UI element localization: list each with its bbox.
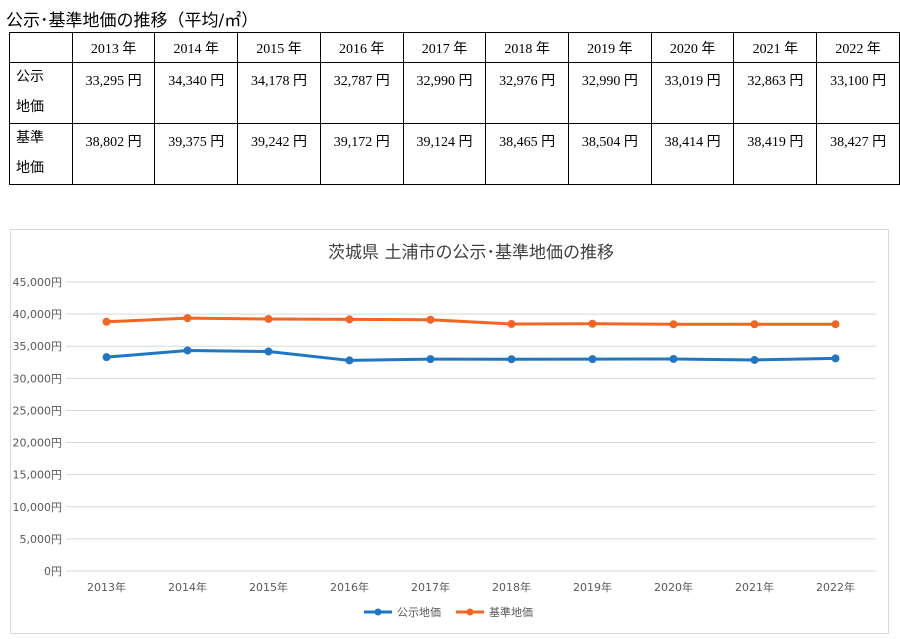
data-point bbox=[588, 319, 597, 328]
data-point bbox=[426, 315, 435, 324]
y-tick-label: 15,000円 bbox=[13, 469, 63, 482]
legend-label: 基準地価 bbox=[489, 605, 533, 619]
data-point bbox=[831, 320, 840, 329]
row-label-line2: 地価 bbox=[16, 161, 44, 176]
y-tick-label: 20,000円 bbox=[13, 437, 63, 450]
legend-label: 公示地価 bbox=[397, 606, 441, 619]
y-tick-label: 5,000円 bbox=[20, 533, 63, 546]
table-cell: 39,124 円 bbox=[402, 123, 487, 185]
table-cell: 38,802 円 bbox=[71, 123, 156, 185]
y-tick-label: 0円 bbox=[44, 565, 62, 578]
table-cell: 33,100 円 bbox=[816, 62, 900, 124]
row-label-line2: 地価 bbox=[16, 100, 44, 115]
row-label-line1: 基準 bbox=[16, 131, 44, 146]
table-cell: 33,019 円 bbox=[650, 62, 735, 124]
year-header: 2017 年 bbox=[402, 32, 487, 63]
price-table: 2013 年 2014 年 2015 年 2016 年 2017 年 2018 … bbox=[9, 32, 900, 185]
table-cell: 32,990 円 bbox=[402, 62, 487, 124]
data-point bbox=[102, 317, 111, 326]
table-cell: 39,242 円 bbox=[237, 123, 321, 185]
data-point bbox=[507, 319, 516, 328]
data-point bbox=[750, 355, 759, 364]
series-line-1 bbox=[106, 348, 836, 362]
table-row-koji: 公示 地価 33,295 円 34,340 円 34,178 円 32,787 … bbox=[9, 62, 900, 124]
legend-swatch-marker bbox=[466, 608, 474, 616]
data-point bbox=[426, 355, 435, 364]
x-tick-label: 2014年 bbox=[168, 580, 207, 594]
table-corner-cell bbox=[9, 32, 73, 63]
table-cell: 39,172 円 bbox=[319, 123, 404, 185]
table-cell: 38,427 円 bbox=[816, 123, 900, 185]
table-cell: 32,787 円 bbox=[319, 62, 404, 124]
x-tick-label: 2020年 bbox=[654, 580, 693, 594]
y-tick-label: 35,000円 bbox=[13, 340, 63, 353]
data-point bbox=[183, 346, 192, 355]
y-tick-label: 30,000円 bbox=[13, 372, 63, 385]
table-cell: 32,990 円 bbox=[568, 62, 652, 124]
table-cell: 38,414 円 bbox=[650, 123, 735, 185]
y-tick-label: 25,000円 bbox=[13, 404, 63, 417]
data-point bbox=[831, 354, 840, 363]
year-header: 2013 年 bbox=[71, 32, 156, 63]
data-point bbox=[669, 320, 678, 329]
row-label-koji: 公示 地価 bbox=[9, 62, 73, 124]
table-cell: 34,178 円 bbox=[237, 62, 321, 124]
data-point bbox=[588, 355, 597, 364]
table-cell: 32,976 円 bbox=[485, 62, 570, 124]
table-cell: 39,375 円 bbox=[154, 123, 239, 185]
table-heading: 公示･基準地価の推移（平均/㎡） bbox=[6, 11, 259, 31]
x-tick-label: 2015年 bbox=[249, 580, 288, 594]
table-cell: 38,504 円 bbox=[568, 123, 652, 185]
chart-frame: 茨城県 土浦市の公示･基準地価の推移 0円 5,000円 10,000円 15,000円… bbox=[10, 229, 889, 634]
x-tick-label: 2017年 bbox=[411, 580, 450, 594]
data-point bbox=[345, 315, 354, 324]
y-tick-label: 10,000円 bbox=[13, 501, 63, 514]
table-row-kijun: 基準 地価 38,802 円 39,375 円 39,242 円 39,172 … bbox=[9, 123, 900, 185]
data-point bbox=[183, 314, 192, 323]
table-cell: 32,863 円 bbox=[733, 62, 818, 124]
x-tick-label: 2022年 bbox=[816, 580, 855, 594]
row-label-kijun: 基準 地価 bbox=[9, 123, 73, 185]
series-line-2 bbox=[106, 316, 836, 326]
year-header: 2022 年 bbox=[816, 32, 900, 63]
table-cell: 34,340 円 bbox=[154, 62, 239, 124]
year-header: 2019 年 bbox=[568, 32, 652, 63]
chart-title: 茨城県 土浦市の公示･基準地価の推移 bbox=[328, 243, 614, 263]
data-point bbox=[345, 356, 354, 365]
row-label-line1: 公示 bbox=[16, 70, 44, 85]
x-tick-label: 2013年 bbox=[87, 580, 126, 594]
year-header: 2014 年 bbox=[154, 32, 239, 63]
data-point bbox=[669, 354, 678, 363]
table-cell: 33,295 円 bbox=[71, 62, 156, 124]
legend-swatch-marker bbox=[374, 608, 382, 616]
x-tick-label: 2019年 bbox=[573, 580, 612, 594]
x-tick-label: 2018年 bbox=[492, 580, 531, 594]
line-chart: 茨城県 土浦市の公示･基準地価の推移 0円 5,000円 10,000円 15,000円… bbox=[13, 243, 876, 619]
x-tick-label: 2016年 bbox=[330, 580, 369, 594]
data-point bbox=[102, 353, 111, 362]
table-header-row: 2013 年 2014 年 2015 年 2016 年 2017 年 2018 … bbox=[9, 32, 900, 63]
data-point bbox=[750, 320, 759, 329]
data-point bbox=[507, 355, 516, 364]
table-cell: 38,419 円 bbox=[733, 123, 818, 185]
year-header: 2015 年 bbox=[237, 32, 321, 63]
table-cell: 38,465 円 bbox=[485, 123, 570, 185]
y-tick-label: 40,000円 bbox=[13, 308, 63, 321]
data-point bbox=[264, 314, 273, 323]
year-header: 2018 年 bbox=[485, 32, 570, 63]
data-point bbox=[264, 347, 273, 356]
x-tick-label: 2021年 bbox=[735, 580, 774, 594]
year-header: 2016 年 bbox=[319, 32, 404, 63]
year-header: 2021 年 bbox=[733, 32, 818, 63]
y-tick-label: 45,000円 bbox=[13, 276, 63, 289]
year-header: 2020 年 bbox=[650, 32, 735, 63]
